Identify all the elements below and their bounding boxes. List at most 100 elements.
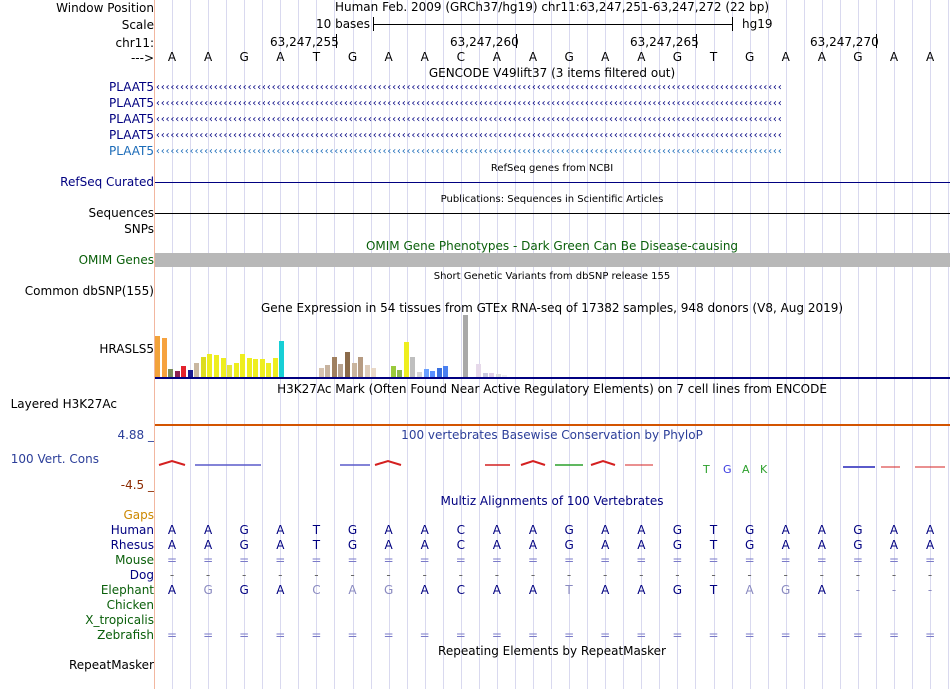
gtex-tissue-bar[interactable] <box>272 358 278 377</box>
species-xtropicalis-label[interactable]: X_tropicalis <box>85 613 154 627</box>
gtex-tissue-bar[interactable] <box>187 370 193 377</box>
gtex-tissue-bar[interactable] <box>410 357 416 377</box>
gtex-tissue-bar[interactable] <box>351 363 357 377</box>
gtex-tissue-bar[interactable] <box>371 368 377 377</box>
gene-label-1[interactable]: PLAAT5 <box>109 80 154 94</box>
sequences-label[interactable]: Sequences <box>88 206 154 220</box>
gtex-tissue-bar[interactable] <box>174 371 180 377</box>
gtex-tissue-bar[interactable] <box>155 336 160 377</box>
gene-model-3[interactable]: ‹‹‹‹‹‹‹‹‹‹‹‹‹‹‹‹‹‹‹‹‹‹‹‹‹‹‹‹‹‹‹‹‹‹‹‹‹‹‹‹… <box>155 115 783 125</box>
gtex-tissue-bar[interactable] <box>482 373 488 377</box>
gtex-tissue-bar[interactable] <box>436 368 442 377</box>
gtex-tissue-bar[interactable] <box>253 359 259 377</box>
gtex-tissue-bar[interactable] <box>462 315 468 377</box>
gtex-tissue-bar[interactable] <box>213 355 219 377</box>
species-mouse-label[interactable]: Mouse <box>115 553 154 567</box>
gtex-tissue-bar[interactable] <box>318 368 324 377</box>
alignment-base: = <box>347 553 358 567</box>
gene-label-2[interactable]: PLAAT5 <box>109 96 154 110</box>
gene-label-4[interactable]: PLAAT5 <box>109 128 154 142</box>
gtex-tissue-bar[interactable] <box>423 369 429 377</box>
sequences-line[interactable] <box>155 213 950 214</box>
conservation-wiggle[interactable]: T G A K <box>155 455 950 477</box>
species-human-label[interactable]: Human <box>110 523 154 537</box>
strand-arrow-label[interactable]: ---> <box>130 51 154 65</box>
gene-model-2[interactable]: ‹‹‹‹‹‹‹‹‹‹‹‹‹‹‹‹‹‹‹‹‹‹‹‹‹‹‹‹‹‹‹‹‹‹‹‹‹‹‹‹… <box>155 99 783 109</box>
alignment-base: A <box>203 538 213 552</box>
gtex-tissue-bar[interactable] <box>443 366 449 377</box>
alignment-base: = <box>925 553 936 567</box>
common-dbsnp-label[interactable]: Common dbSNP(155) <box>24 284 154 298</box>
gtex-tissue-bar[interactable] <box>233 363 239 377</box>
species-zebrafish-label[interactable]: Zebrafish <box>97 628 154 642</box>
alignment-base: - <box>530 568 536 582</box>
gtex-tissue-bar[interactable] <box>430 371 436 377</box>
gtex-tissue-bar[interactable] <box>240 354 246 377</box>
gtex-tissue-bar[interactable] <box>200 357 206 377</box>
gtex-tissue-bar[interactable] <box>403 342 409 377</box>
gtex-tissue-bar[interactable] <box>358 357 364 377</box>
gtex-tissue-bar[interactable] <box>338 364 344 377</box>
gtex-tissue-bar[interactable] <box>344 352 350 377</box>
reference-base: A <box>276 50 285 64</box>
guide-line <box>515 0 516 689</box>
gtex-tissue-bar[interactable] <box>168 369 174 377</box>
gtex-tissue-bar[interactable] <box>489 373 495 377</box>
alignment-base: = <box>925 628 936 642</box>
gene-model-1[interactable]: ‹‹‹‹‹‹‹‹‹‹‹‹‹‹‹‹‹‹‹‹‹‹‹‹‹‹‹‹‹‹‹‹‹‹‹‹‹‹‹‹… <box>155 83 783 93</box>
gaps-label[interactable]: Gaps <box>123 508 154 522</box>
gene-label-3[interactable]: PLAAT5 <box>109 112 154 126</box>
gtex-tissue-bar[interactable] <box>364 365 370 377</box>
species-rhesus-label[interactable]: Rhesus <box>110 538 154 552</box>
alignment-base: - <box>747 568 752 582</box>
h3k27ac-signal-line[interactable] <box>155 424 950 426</box>
gtex-tissue-bar[interactable] <box>227 365 233 377</box>
gtex-tissue-bar[interactable] <box>390 366 396 377</box>
alignment-base: - <box>422 568 427 582</box>
gtex-tissue-bar[interactable] <box>161 338 167 377</box>
species-chicken-label[interactable]: Chicken <box>106 598 154 612</box>
gtex-tissue-bar[interactable] <box>417 372 422 377</box>
alignment-base: G <box>672 538 683 552</box>
reference-base: A <box>528 50 538 64</box>
alignment-base: - <box>386 568 391 582</box>
gtex-tissue-bar[interactable] <box>194 363 200 377</box>
snps-label[interactable]: SNPs <box>124 222 154 236</box>
repeatmasker-label[interactable]: RepeatMasker <box>68 658 154 672</box>
gtex-tissue-bar[interactable] <box>397 370 403 377</box>
gtex-tissue-bar[interactable] <box>246 358 252 377</box>
window-position-label[interactable]: Window Position <box>56 1 154 15</box>
alignment-base: - <box>675 568 680 582</box>
hrasls5-label[interactable]: HRASLS5 <box>99 342 154 356</box>
gtex-tissue-bar[interactable] <box>181 366 187 377</box>
alignment-base: A <box>384 538 393 552</box>
refseq-gene-line[interactable] <box>155 182 950 183</box>
gene-model-5[interactable]: ‹‹‹‹‹‹‹‹‹‹‹‹‹‹‹‹‹‹‹‹‹‹‹‹‹‹‹‹‹‹‹‹‹‹‹‹‹‹‹‹… <box>155 147 783 157</box>
gtex-tissue-bar[interactable] <box>495 374 501 377</box>
vert-cons-label[interactable]: 100 Vert. Cons <box>10 452 99 466</box>
scale-label[interactable]: Scale <box>121 18 154 32</box>
omim-genes-label[interactable]: OMIM Genes <box>78 253 154 267</box>
gene-label-5[interactable]: PLAAT5 <box>109 144 154 158</box>
gtex-tissue-bar[interactable] <box>325 365 331 377</box>
gtex-tissue-bar[interactable] <box>331 357 337 377</box>
gtex-tissue-bar[interactable] <box>475 364 481 377</box>
alignment-base: = <box>708 553 719 567</box>
gtex-tissue-bar[interactable] <box>279 341 285 377</box>
gtex-tissue-bar[interactable] <box>207 354 213 377</box>
cons-max-label: 4.88 _ <box>117 428 154 442</box>
browser-image[interactable]: Human Feb. 2009 (GRCh37/hg19) chr11:63,2… <box>155 0 950 689</box>
gtex-tissue-bar[interactable] <box>259 359 265 377</box>
chrom-label[interactable]: chr11: <box>115 36 154 50</box>
species-dog-label[interactable]: Dog <box>129 568 154 582</box>
layered-h3k27ac-label[interactable]: Layered H3K27Ac <box>10 397 117 411</box>
refseq-curated-label[interactable]: RefSeq Curated <box>60 175 154 189</box>
alignment-base: = <box>527 628 539 642</box>
gtex-tissue-bar[interactable] <box>502 375 508 377</box>
gene-model-4[interactable]: ‹‹‹‹‹‹‹‹‹‹‹‹‹‹‹‹‹‹‹‹‹‹‹‹‹‹‹‹‹‹‹‹‹‹‹‹‹‹‹‹… <box>155 131 783 141</box>
species-elephant-label[interactable]: Elephant <box>100 583 154 597</box>
gtex-tissue-bar[interactable] <box>220 358 226 377</box>
gtex-expression-chart[interactable] <box>155 314 950 377</box>
omim-gene-bar[interactable] <box>155 253 950 267</box>
gtex-tissue-bar[interactable] <box>266 363 272 377</box>
